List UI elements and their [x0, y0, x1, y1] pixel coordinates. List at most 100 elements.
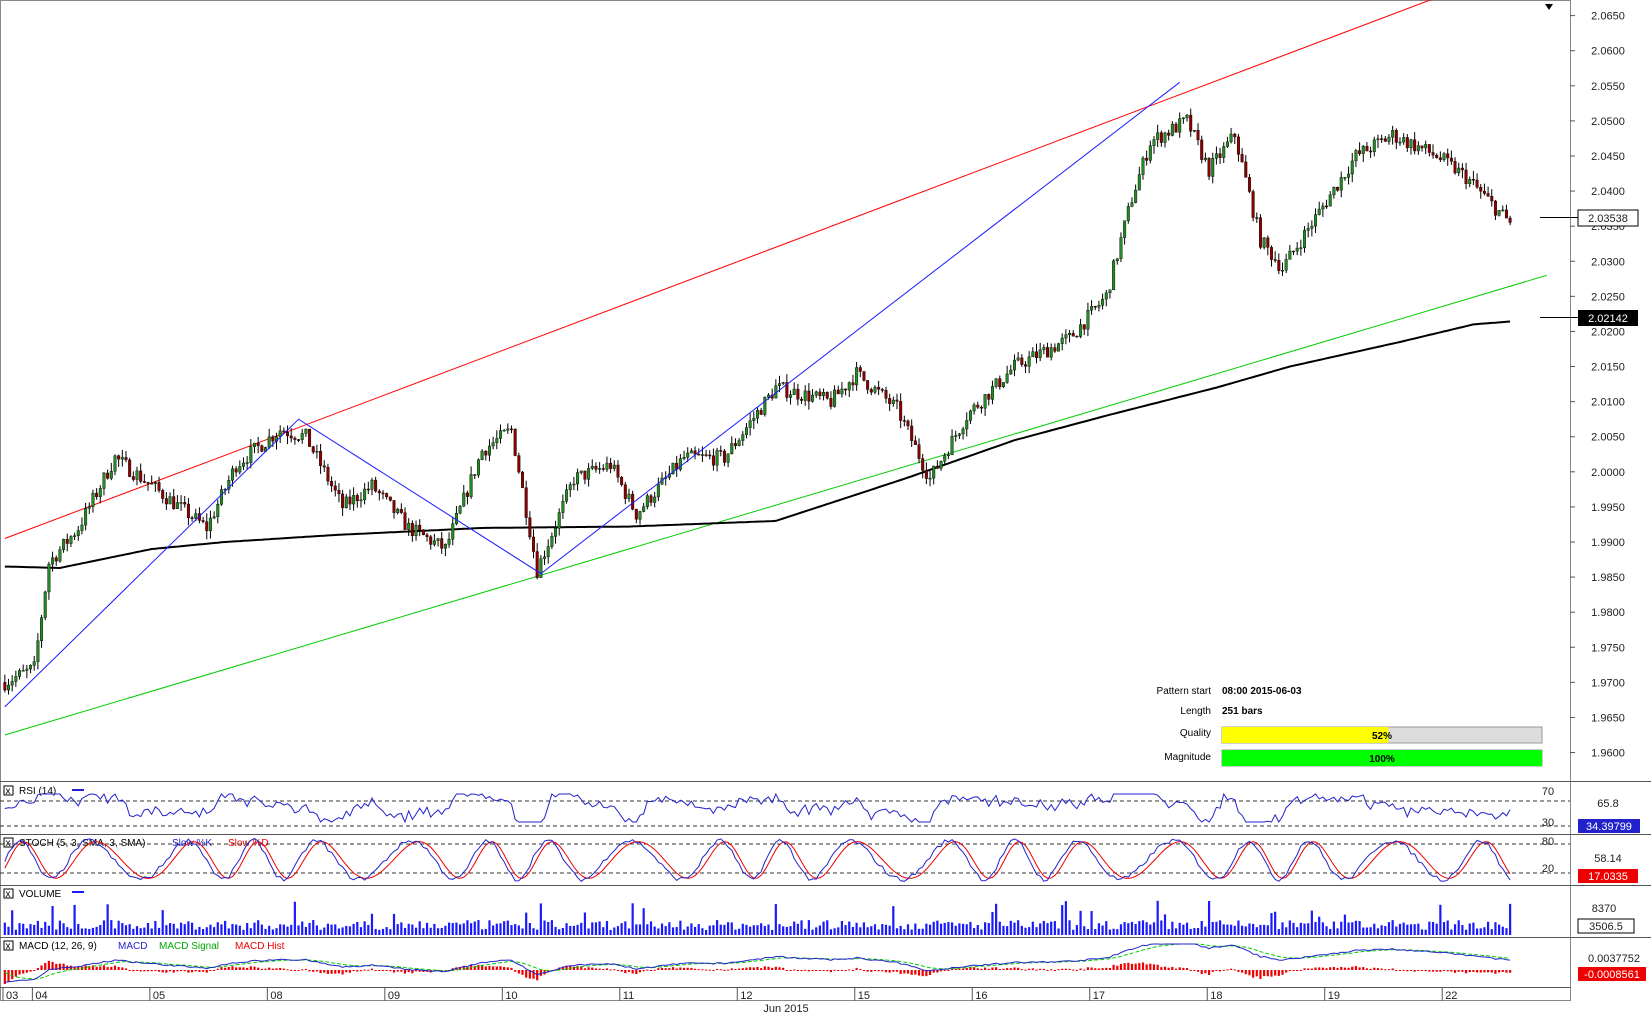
macd-hist-bar [525, 970, 528, 978]
candle-body [601, 468, 605, 470]
volume-bar [1373, 923, 1376, 935]
volume-bar [264, 928, 267, 935]
price-tick-label: 2.0000 [1591, 467, 1625, 479]
macd-hist-bar [290, 969, 293, 971]
volume-bar [1325, 926, 1328, 935]
volume-bar [1498, 924, 1501, 935]
macd-hist-bar [1252, 970, 1255, 978]
volume-bar [282, 924, 285, 935]
candle-body [1273, 259, 1277, 261]
macd-hist-bar [917, 970, 921, 976]
candle-body [1497, 210, 1501, 216]
candle-body [1104, 292, 1108, 300]
volume-bar [451, 923, 454, 935]
candle-body [609, 462, 613, 469]
macd-hist-bar [1277, 970, 1280, 976]
volume-bar [536, 929, 539, 935]
candle-body [616, 464, 620, 478]
macd-value: -0.0008561 [1584, 969, 1640, 981]
stoch-close-icon[interactable] [3, 837, 14, 848]
rsi-close-icon[interactable] [3, 785, 14, 796]
macd-hist-bar [418, 970, 421, 972]
candle-body [686, 452, 690, 458]
candle-body [1068, 333, 1072, 336]
macd-hist-bar [414, 970, 418, 972]
candle-body [623, 484, 627, 499]
price-tick-label: 2.0100 [1591, 397, 1625, 409]
volume-bar [921, 928, 924, 935]
candle-body [1310, 225, 1314, 229]
candle-body [465, 492, 469, 497]
macd-hist-bar [139, 970, 142, 972]
macd-hist-bar [488, 965, 491, 970]
pattern-start-label: Pattern start [1157, 686, 1212, 697]
volume-bar [1097, 923, 1101, 935]
volume-bar [447, 922, 451, 935]
candle-body [249, 446, 253, 463]
macd-hist-bar [1376, 968, 1380, 970]
volume-bar [734, 929, 737, 935]
volume-close-icon[interactable] [3, 888, 14, 899]
scroll-down-icon[interactable] [1545, 4, 1553, 10]
volume-bar [1270, 913, 1273, 935]
candle-body [212, 516, 216, 519]
volume-bar [572, 925, 576, 935]
volume-bar [833, 928, 836, 935]
macd-hist-bar [187, 970, 190, 973]
macd-hist-bar [631, 970, 634, 974]
candle-body [1369, 150, 1373, 153]
candle-body [910, 425, 914, 441]
volume-bar [1299, 922, 1302, 935]
price-tick-label: 1.9900 [1591, 537, 1625, 549]
volume-bar [1229, 924, 1233, 935]
candle-body [950, 436, 954, 455]
candle-body [385, 493, 389, 498]
candle-body [7, 684, 10, 691]
volume-bar [965, 924, 968, 935]
volume-bar [807, 920, 810, 935]
candle-body [253, 442, 256, 447]
volume-bar [1006, 926, 1009, 935]
candle-body [1391, 130, 1395, 138]
volume-bar [7, 926, 10, 935]
candle-body [469, 474, 473, 497]
volume-bar [987, 923, 990, 935]
volume-bar [1365, 927, 1369, 935]
macd-hist-bar [851, 969, 855, 971]
candle-body [954, 435, 958, 437]
macd-hist-bar [1094, 968, 1097, 970]
candle-body [1159, 132, 1163, 143]
macd-hist-bar [1299, 970, 1302, 971]
volume-bar [646, 924, 649, 935]
candle-body [800, 398, 804, 401]
candle-body [924, 470, 928, 479]
candle-body [484, 450, 488, 456]
candle-body [1317, 208, 1321, 215]
volume-bar [121, 923, 124, 935]
candle-body [579, 470, 583, 473]
candle-body [994, 378, 998, 387]
volume-bar [697, 924, 700, 935]
volume-bar [756, 925, 759, 935]
macd-hist-bar [1241, 970, 1244, 973]
macd-histogram [3, 960, 1512, 984]
volume-bar [932, 921, 935, 935]
volume-bar [1468, 923, 1471, 935]
volume-bar [1083, 926, 1086, 935]
volume-bar [440, 927, 443, 935]
time-tick-label: 11 [623, 990, 634, 1002]
volume-bar [954, 925, 957, 935]
macd-hist-bar [1354, 966, 1358, 970]
volume-bar [1391, 920, 1394, 935]
candle-body [179, 502, 183, 504]
macd-hist-bar [1270, 970, 1273, 977]
macd-hist-bar [224, 967, 227, 970]
macd-hist-bar [359, 970, 363, 972]
candle-body [84, 508, 88, 526]
volume-bar [822, 921, 825, 935]
macd-hist-bar [1207, 970, 1211, 975]
macd-close-icon[interactable] [3, 940, 14, 951]
volume-bar [745, 924, 748, 935]
candle-body [1148, 145, 1152, 161]
price-tick-label: 1.9750 [1591, 642, 1625, 654]
